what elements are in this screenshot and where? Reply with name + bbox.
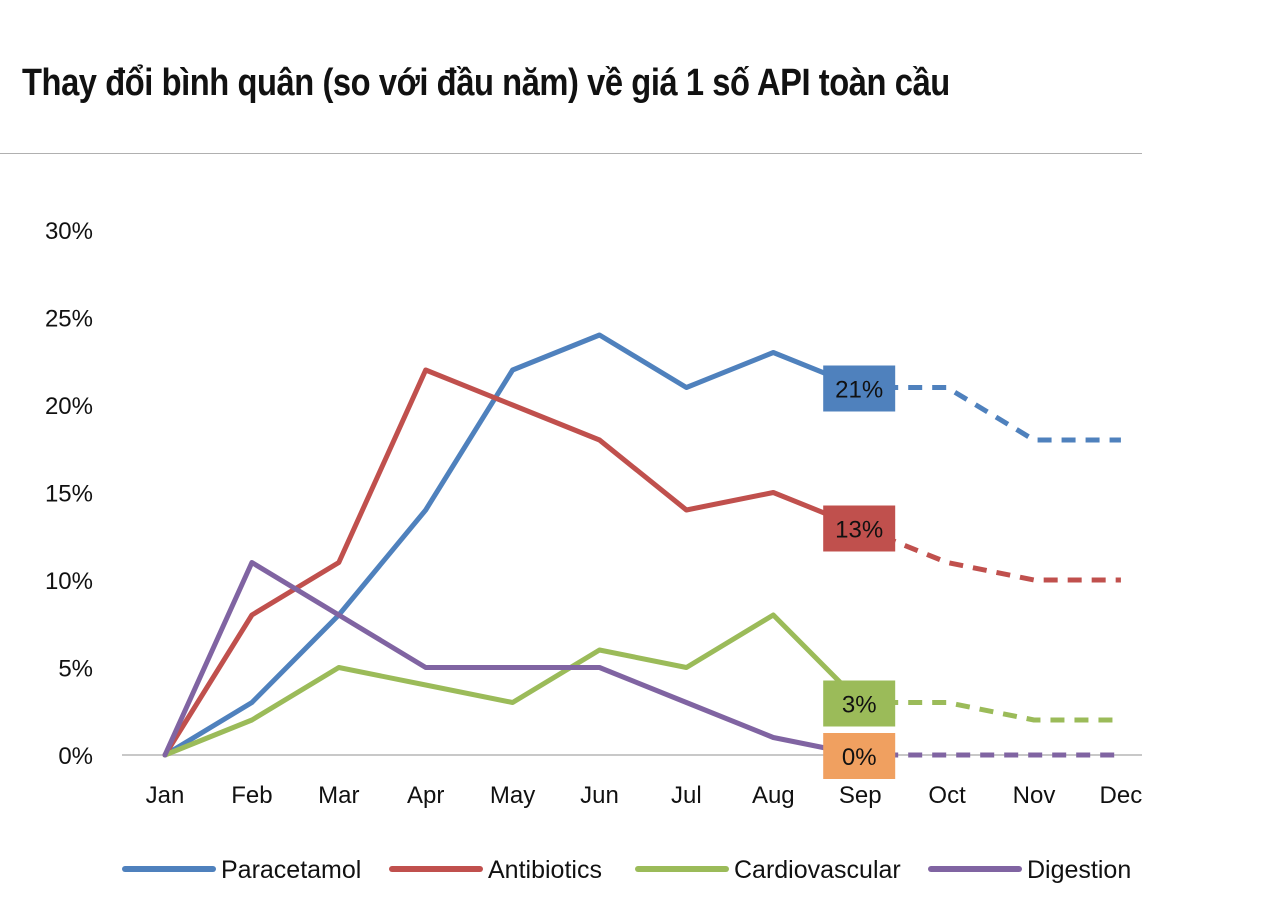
end-label-text: 21% xyxy=(835,377,883,404)
legend-label: Antibiotics xyxy=(488,856,602,884)
x-tick-label: Apr xyxy=(407,782,444,809)
y-tick-label: 5% xyxy=(58,656,93,683)
x-tick-label: Feb xyxy=(231,782,272,809)
legend-item-digestion: Digestion xyxy=(928,856,1131,884)
end-label-box xyxy=(823,505,896,552)
legend-item-antibiotics: Antibiotics xyxy=(389,856,602,884)
y-tick-label: 0% xyxy=(58,743,93,770)
x-tick-label: Oct xyxy=(928,782,966,809)
series-line-paracetamol-actual xyxy=(162,332,863,758)
x-tick-label: Sep xyxy=(839,782,882,809)
x-tick-label: Mar xyxy=(318,782,359,809)
legend-item-paracetamol: Paracetamol xyxy=(122,856,361,884)
end-label-cardiovascular: 3% xyxy=(823,680,896,727)
y-tick-label: 15% xyxy=(45,481,93,508)
y-tick-label: 20% xyxy=(45,393,93,420)
end-label-text: 3% xyxy=(842,692,877,719)
y-axis: 0% 5% 10% 15% 20% 25% 30% xyxy=(45,218,93,770)
series-line-cardiovascular-actual xyxy=(162,612,863,758)
legend-label: Paracetamol xyxy=(221,856,361,884)
legend-label: Cardiovascular xyxy=(734,856,901,884)
y-tick-label: 30% xyxy=(45,218,93,245)
x-tick-label: Jun xyxy=(580,782,619,809)
end-label-paracetamol: 21% xyxy=(823,365,896,412)
series-line-antibiotics-actual xyxy=(162,367,863,758)
series-line-paracetamol-forecast xyxy=(860,385,1121,443)
series-lines xyxy=(162,332,1121,758)
x-tick-label: May xyxy=(490,782,535,809)
x-tick-label: Jan xyxy=(146,782,185,809)
end-label-text: 0% xyxy=(842,744,877,771)
title-divider xyxy=(0,153,1142,154)
legend-label: Digestion xyxy=(1027,856,1131,884)
series-line-antibiotics-forecast xyxy=(859,525,1121,583)
x-tick-label: Aug xyxy=(752,782,795,809)
series-line-digestion-actual xyxy=(162,560,863,758)
x-tick-label: Jul xyxy=(671,782,702,809)
end-label-box xyxy=(823,680,896,727)
x-tick-label: Dec xyxy=(1100,782,1143,809)
y-tick-label: 10% xyxy=(45,568,93,595)
chart-title: Thay đổi bình quân (so với đầu năm) về g… xyxy=(22,62,950,104)
end-label-box xyxy=(823,733,896,779)
legend: Paracetamol Antibiotics Cardiovascular Dige… xyxy=(122,856,1131,884)
end-label-text: 13% xyxy=(835,517,883,544)
x-axis: Jan Feb Mar Apr May Jun Jul Aug Sep Oct Nov Dec xyxy=(146,782,1143,809)
end-label-antibiotics: 13% xyxy=(823,505,896,552)
end-labels: 21% 13% 3% 0% xyxy=(823,365,896,779)
end-label-box xyxy=(823,365,896,412)
legend-item-cardiovascular: Cardiovascular xyxy=(635,856,901,884)
end-label-digestion: 0% xyxy=(823,733,896,779)
series-line-cardiovascular-forecast xyxy=(860,700,1121,723)
x-tick-label: Nov xyxy=(1013,782,1056,809)
y-tick-label: 25% xyxy=(45,306,93,333)
